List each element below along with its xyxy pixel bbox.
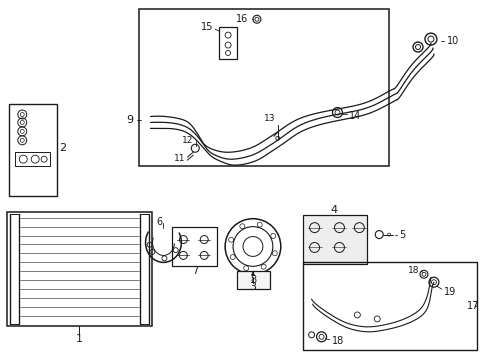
Text: 19: 19 — [443, 287, 455, 297]
Text: 12: 12 — [182, 136, 193, 145]
Text: 8: 8 — [249, 275, 256, 285]
Text: 7: 7 — [192, 266, 198, 276]
Bar — [219, 27, 237, 59]
Text: 1: 1 — [75, 334, 82, 344]
Text: 16: 16 — [235, 14, 247, 24]
Text: 18: 18 — [331, 336, 343, 346]
Bar — [172, 227, 217, 266]
Text: 14: 14 — [349, 111, 361, 121]
Text: 9: 9 — [126, 116, 133, 126]
Text: 15: 15 — [201, 22, 213, 32]
Bar — [7, 212, 151, 326]
Text: 18: 18 — [407, 266, 418, 275]
Text: 13: 13 — [264, 114, 275, 123]
Bar — [138, 9, 388, 166]
Bar — [9, 104, 57, 196]
Text: 5: 5 — [398, 230, 405, 239]
Bar — [302, 262, 476, 350]
Bar — [139, 214, 148, 324]
Text: 17: 17 — [467, 301, 479, 311]
Bar — [302, 215, 366, 264]
Text: 4: 4 — [330, 205, 337, 215]
Bar — [15, 152, 50, 166]
Bar — [10, 214, 19, 324]
Text: 11: 11 — [173, 154, 185, 163]
Text: 2: 2 — [60, 143, 66, 153]
Text: 6: 6 — [156, 217, 162, 227]
Text: 3: 3 — [249, 282, 256, 292]
Text: 10: 10 — [446, 36, 458, 46]
Bar — [237, 271, 269, 289]
